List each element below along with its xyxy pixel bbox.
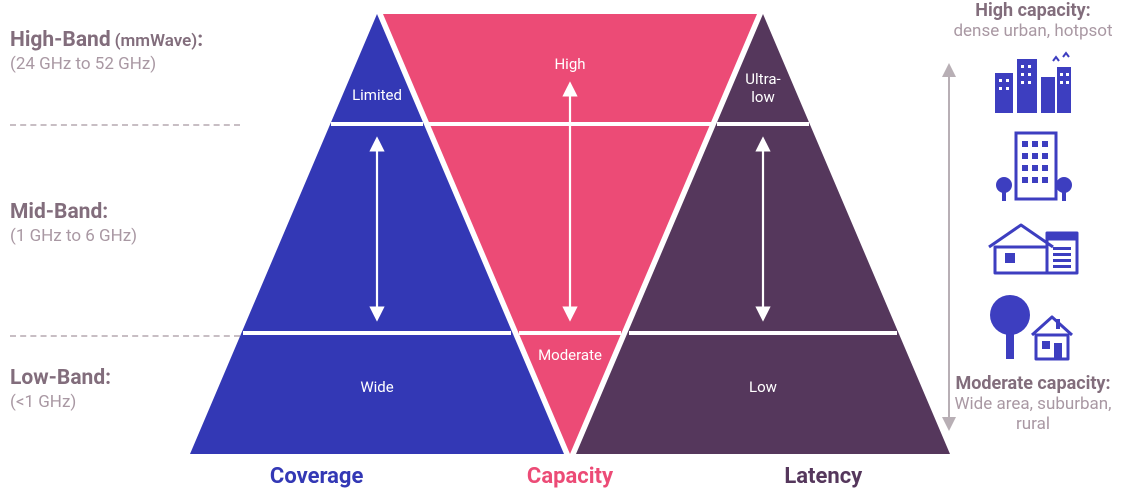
capacity-bottom-label: Moderate — [538, 346, 602, 364]
right-column: High capacity: dense urban, hotpsot — [937, 0, 1129, 434]
building-icon — [992, 127, 1074, 205]
band-mid-title: Mid-Band: — [10, 200, 137, 224]
skyline-icon — [987, 51, 1079, 113]
band-low-title: Low-Band: — [10, 366, 111, 390]
latency-bottom-label: Low — [749, 378, 777, 396]
moderate-capacity-sub: Wide area, suburban, rural — [937, 394, 1129, 434]
band-mid: Mid-Band: (1 GHz to 6 GHz) — [10, 200, 137, 246]
moderate-capacity-title: Moderate capacity: — [937, 373, 1129, 394]
triangles-stage: Limited Wide High Moderate Ultra- low Lo… — [190, 14, 950, 454]
coverage-top-label: Limited — [352, 86, 402, 104]
band-high-range: (24 GHz to 52 GHz) — [10, 54, 203, 74]
icons-stack — [937, 51, 1129, 363]
band-high-suffix: (mmWave) — [115, 31, 198, 51]
triangles-svg: Limited Wide High Moderate Ultra- low Lo… — [190, 14, 950, 454]
axis-coverage: Coverage — [190, 464, 443, 489]
axis-capacity: Capacity — [443, 464, 696, 489]
band-high-title: High-Band — [10, 28, 111, 52]
band-low-range: (<1 GHz) — [10, 392, 111, 412]
small-house-tree-icon — [986, 291, 1080, 363]
high-capacity-title: High capacity: — [937, 0, 1129, 21]
coverage-bottom-label: Wide — [360, 378, 393, 396]
latency-top-label-1: Ultra- — [745, 70, 780, 88]
house-garage-icon — [983, 219, 1083, 277]
band-high: High-Band (mmWave): (24 GHz to 52 GHz) — [10, 28, 203, 74]
axis-latency: Latency — [697, 464, 950, 489]
band-low: Low-Band: (<1 GHz) — [10, 366, 111, 412]
band-mid-range: (1 GHz to 6 GHz) — [10, 226, 137, 246]
high-capacity-sub: dense urban, hotpsot — [937, 21, 1129, 41]
axis-labels-row: Coverage Capacity Latency — [190, 464, 950, 489]
capacity-top-label: High — [554, 55, 585, 73]
latency-top-label-2: low — [751, 88, 774, 106]
